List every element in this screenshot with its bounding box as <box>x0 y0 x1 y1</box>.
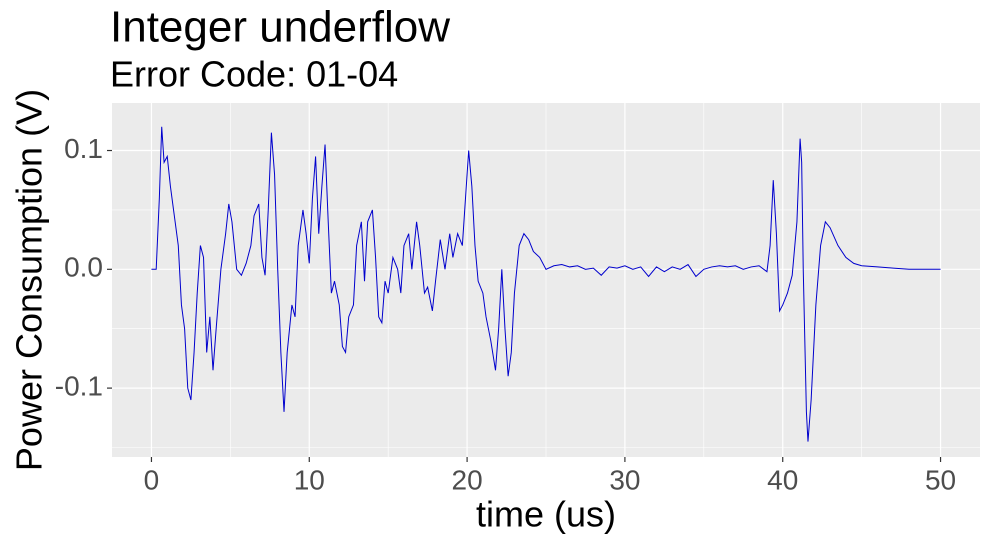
x-tick-label: 40 <box>767 464 798 495</box>
x-tick-label: 30 <box>609 464 640 495</box>
chart-title: Integer underflow <box>110 3 450 52</box>
chart-subtitle: Error Code: 01-04 <box>110 54 398 95</box>
y-tick-label: -0.1 <box>55 370 103 401</box>
y-tick-label: 0.1 <box>64 133 103 164</box>
line <box>151 126 941 442</box>
x-tick-label: 50 <box>925 464 956 495</box>
y-axis-title: Power Consumption (V) <box>9 89 50 471</box>
y-tick-label: 0.0 <box>64 252 103 283</box>
x-tick-label: 0 <box>144 464 160 495</box>
x-axis-title: time (us) <box>476 494 616 535</box>
x-tick-label: 20 <box>452 464 483 495</box>
x-tick-label: 10 <box>294 464 325 495</box>
